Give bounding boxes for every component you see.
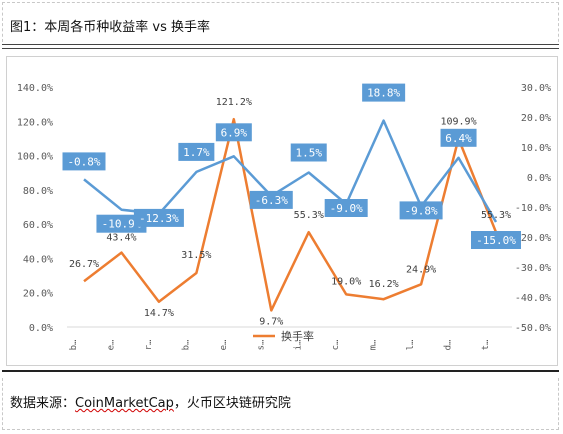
turnover-data-label: 121.2% <box>216 97 252 108</box>
title-rule-top <box>2 44 559 45</box>
return-data-label-box <box>440 128 477 147</box>
turnover-data-label: 31.5% <box>181 250 211 261</box>
y-left-tick-label: 20.0% <box>23 289 53 300</box>
x-tick-label: l… <box>406 339 416 350</box>
x-tick-label: m… <box>369 339 379 350</box>
return-data-label: 6.9% <box>221 126 248 139</box>
y-right-tick-label: -10.0% <box>515 203 551 214</box>
source-suffix: ，火币区块链研究院 <box>173 396 291 411</box>
return-data-label: -15.0% <box>476 234 516 247</box>
y-right-tick-label: -30.0% <box>515 263 551 274</box>
y-right-tick-label: 0.0% <box>527 173 551 184</box>
figure-title: 图1：本周各币种收益率 vs 换手率 <box>10 20 211 35</box>
return-data-label: -9.0% <box>330 202 363 215</box>
y-right-tick-label: -20.0% <box>515 233 551 244</box>
source-frame <box>2 378 559 430</box>
return-data-label: -9.8% <box>405 204 438 217</box>
legend-label-turnover: 换手率 <box>281 329 314 343</box>
turnover-data-label: 55.3% <box>294 210 324 221</box>
return-data-label: -6.3% <box>255 194 288 207</box>
return-data-label-box <box>324 199 368 217</box>
return-data-label-box <box>399 201 443 220</box>
y-right-tick-label: 20.0% <box>521 113 551 124</box>
turnover-data-label: 43.4% <box>106 233 136 244</box>
turnover-data-label: 109.9% <box>440 117 476 128</box>
y-left-tick-label: 80.0% <box>23 186 53 197</box>
turnover-data-label: 9.7% <box>259 316 283 327</box>
x-tick-label: i… <box>294 339 304 350</box>
title-frame <box>2 2 559 42</box>
turnover-data-label: 24.9% <box>406 264 436 275</box>
turnover-data-label: 19.0% <box>331 276 361 287</box>
return-data-label-box <box>178 142 215 161</box>
y-left-tick-label: 120.0% <box>17 117 53 128</box>
return-data-label-box <box>290 143 327 162</box>
return-data-label: 6.4% <box>445 132 472 145</box>
source-note: 数据来源：CoinMarketCap，火币区块链研究院 <box>10 392 291 411</box>
return-data-label-box <box>249 190 293 209</box>
y-left-tick-label: 40.0% <box>23 254 53 265</box>
y-left-tick-label: 140.0% <box>17 83 53 94</box>
return-data-label: 1.5% <box>295 147 322 160</box>
source-rule <box>2 370 559 372</box>
return-data-label-box <box>133 208 184 227</box>
return-data-label-box <box>62 152 106 171</box>
y-right-tick-label: -50.0% <box>515 323 551 334</box>
y-right-tick-label: -40.0% <box>515 293 551 304</box>
y-left-tick-label: 60.0% <box>23 220 53 231</box>
x-tick-label: s… <box>256 339 266 350</box>
return-data-label-box <box>215 123 252 142</box>
chart-svg: 0.0% 20.0% 40.0% 60.0% 80.0% 100.0% 120.0% 140.… <box>17 83 551 350</box>
source-brand: CoinMarketCap <box>75 396 174 411</box>
y-right-tick-label: 30.0% <box>521 83 551 94</box>
turnover-data-label: 16.2% <box>369 279 399 290</box>
return-data-label: 18.8% <box>367 87 400 100</box>
turnover-data-label: 14.7% <box>144 308 174 319</box>
x-tick-label: c… <box>331 339 341 350</box>
x-tick-label: d… <box>444 339 454 350</box>
return-data-label: 1.7% <box>183 146 210 159</box>
source-prefix: 数据来源： <box>10 396 76 411</box>
turnover-data-label: 55.3% <box>481 210 511 221</box>
return-data-label-box <box>471 231 521 249</box>
return-data-label-box <box>362 83 406 102</box>
title-rule-bottom <box>2 48 559 49</box>
y-left-tick-label: 0.0% <box>29 323 53 334</box>
y-right-tick-label: 10.0% <box>521 143 551 154</box>
x-tick-label: e… <box>106 339 116 350</box>
x-tick-label: b… <box>69 339 79 350</box>
turnover-line <box>83 117 498 312</box>
return-data-label: -12.3% <box>139 212 179 225</box>
return-data-label: -10.9% <box>102 218 142 231</box>
x-tick-label: t… <box>481 339 491 350</box>
x-tick-label: e… <box>219 339 229 350</box>
x-tick-label: b… <box>181 339 191 350</box>
chart-area: 0.0% 20.0% 40.0% 60.0% 80.0% 100.0% 120.0% 140.… <box>6 56 558 366</box>
turnover-data-label: 26.7% <box>69 259 99 270</box>
x-tick-label: r… <box>144 339 154 350</box>
return-data-label: -0.8% <box>67 155 100 168</box>
y-left-tick-label: 100.0% <box>17 152 53 163</box>
